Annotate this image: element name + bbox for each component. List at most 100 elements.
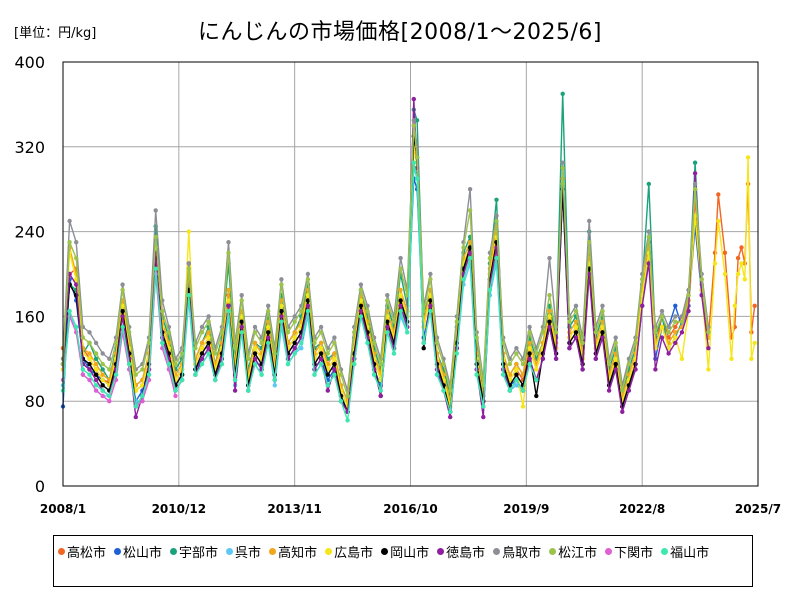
data-point [729,356,734,361]
data-point [722,271,728,277]
data-point [587,271,592,277]
data-point [226,308,231,314]
data-point [232,388,238,393]
data-point [547,314,552,319]
data-point [252,351,258,356]
data-point [467,208,473,213]
data-point [487,255,493,261]
data-point [414,155,420,160]
legend-item: 下関市 [605,540,653,562]
data-point [653,330,658,335]
data-point [606,388,612,393]
data-point [514,383,519,388]
data-point [428,271,433,277]
data-point [540,356,546,361]
data-point [87,330,92,335]
data-point [74,282,79,287]
data-point [520,361,526,367]
legend-label: 広島市 [334,545,374,561]
data-point [573,319,579,324]
data-point [679,330,685,335]
data-point [113,340,119,346]
data-point [494,197,499,202]
data-point [226,298,231,303]
legend-marker [170,547,178,555]
data-point [752,303,757,308]
data-point [338,399,344,404]
data-point [398,293,403,298]
data-point [732,303,737,308]
data-point [514,377,519,383]
data-point [358,308,364,314]
data-point [706,346,711,351]
data-point [646,234,651,240]
data-point [421,346,426,351]
data-point [527,356,532,361]
legend-label: 岡山市 [390,545,430,561]
legend-marker [58,547,65,555]
data-point [199,346,205,351]
data-point [206,335,211,340]
data-point [312,340,317,346]
data-point [239,324,244,330]
data-point [573,303,579,308]
data-point [405,330,410,335]
data-point [553,356,559,361]
data-point [613,367,618,372]
data-point [494,218,499,224]
x-tick-label: 2008/1 [40,502,86,516]
data-point [534,367,539,372]
data-point [87,356,92,361]
data-point [272,351,277,356]
chart-title: にんじんの市場価格[2008/1～2025/6] [198,20,602,45]
data-point [659,324,665,330]
legend-marker [605,547,613,555]
y-tick-label: 400 [14,53,45,72]
data-point [93,377,99,383]
data-point [93,388,99,393]
data-point [219,330,225,335]
data-point [646,181,651,187]
data-point [332,367,337,372]
data-point [501,372,506,377]
data-point [173,393,178,399]
data-point [173,361,178,367]
data-point [706,330,711,335]
data-point [352,361,357,367]
data-point [613,361,618,367]
data-point [467,255,473,261]
data-point [67,218,72,224]
data-point [673,324,678,330]
data-point [507,388,512,393]
data-point [206,330,211,335]
data-point [358,287,364,293]
data-point [252,324,258,330]
data-point [514,351,519,356]
legend-item: 広島市 [325,540,373,562]
x-tick-label: 2022/8 [619,502,665,516]
data-point [305,277,311,282]
data-point [226,287,231,293]
line-chart: 0 80 160 240 320 400 2008/1 2010/12 2013/11 2016/… [14,53,781,516]
data-point [467,187,473,192]
data-point [534,377,539,383]
data-point [318,351,324,356]
data-point [428,298,433,303]
data-point [352,330,357,335]
data-point [100,372,105,377]
data-point [620,388,625,393]
legend-label: 鳥取市 [502,545,542,561]
data-point [345,418,350,423]
data-point [279,308,284,314]
data-point [133,372,138,377]
data-point [414,176,420,181]
data-point [673,303,678,308]
tick-labels: 0 80 160 240 320 400 2008/1 2010/12 2013/11 2016/… [14,53,781,516]
data-point [345,393,350,399]
data-point [398,266,403,271]
data-point [206,319,211,324]
data-point [633,367,638,372]
data-point [398,303,403,308]
data-point [371,340,377,346]
data-point [448,409,453,414]
